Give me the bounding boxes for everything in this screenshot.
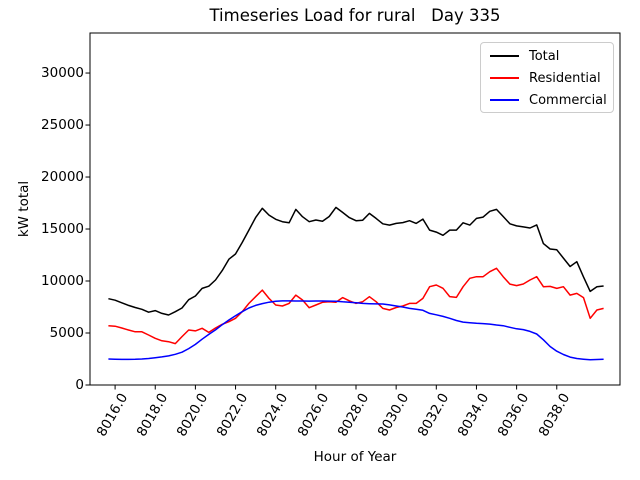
y-tick-label: 25000 bbox=[41, 117, 84, 134]
y-tick-label: 15000 bbox=[41, 221, 84, 238]
legend-item-total: Total bbox=[490, 45, 613, 67]
series-line-total bbox=[108, 206, 604, 316]
legend-item-commercial: Commercial bbox=[490, 89, 613, 111]
chart-title: Timeseries Load for rural Day 335 bbox=[209, 6, 501, 25]
series-line-commercial bbox=[108, 300, 604, 361]
y-tick-label: 5000 bbox=[49, 325, 84, 341]
legend-label-commercial: Commercial bbox=[529, 92, 607, 108]
y-tick-label: 30000 bbox=[41, 65, 84, 82]
legend-item-residential: Residential bbox=[490, 67, 613, 89]
total-line-swatch bbox=[490, 55, 519, 57]
y-tick-label: 10000 bbox=[41, 273, 84, 289]
residential-line-swatch bbox=[490, 77, 519, 79]
axes-frame bbox=[89, 32, 621, 386]
y-tick-label: 20000 bbox=[41, 169, 84, 186]
x-axis-label: Hour of Year bbox=[313, 449, 397, 465]
commercial-line-swatch bbox=[490, 99, 519, 101]
legend-label-total: Total bbox=[529, 48, 560, 64]
series-line-residential bbox=[108, 267, 604, 345]
legend-label-residential: Residential bbox=[529, 70, 601, 86]
y-tick-label: 0 bbox=[75, 377, 84, 393]
y-axis-label: kW total bbox=[16, 180, 32, 238]
legend: Total Residential Commercial bbox=[480, 42, 614, 113]
